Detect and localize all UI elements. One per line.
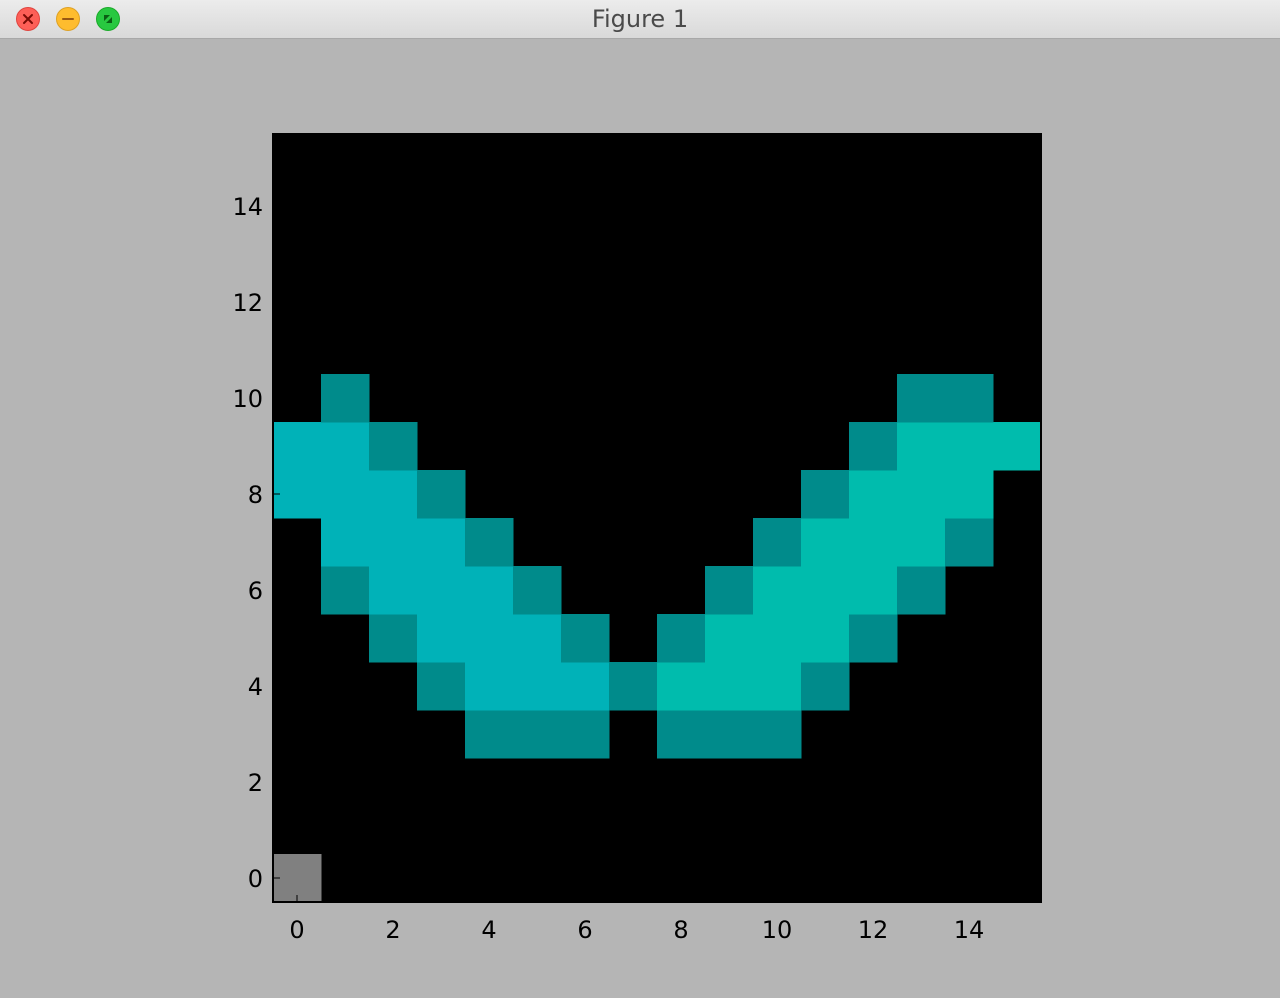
x-tick-label: 8 (673, 916, 688, 944)
heatmap-cell (945, 518, 994, 567)
heatmap-cell (897, 566, 946, 615)
y-tick-label: 12 (232, 289, 263, 317)
heatmap-cell (417, 614, 466, 663)
heatmap-cell (897, 470, 946, 519)
heatmap-cell (657, 662, 706, 711)
heatmap-cell (609, 662, 658, 711)
heatmap-cell (801, 614, 850, 663)
heatmap-cell (321, 470, 370, 519)
y-tick-label: 4 (248, 673, 263, 701)
close-icon (23, 14, 33, 24)
maximize-button[interactable] (96, 7, 120, 31)
heatmap-cell (849, 518, 898, 567)
heatmap-cell (513, 614, 562, 663)
heatmap-cell (513, 662, 562, 711)
heatmap-cell (705, 662, 754, 711)
y-tick-label: 14 (232, 193, 263, 221)
heatmap-cell (465, 662, 514, 711)
minimize-button[interactable] (56, 7, 80, 31)
heatmap-cell (897, 374, 946, 423)
heatmap-cell (705, 566, 754, 615)
heatmap-cell (753, 710, 802, 759)
heatmap-cell (753, 518, 802, 567)
heatmap-cell (705, 614, 754, 663)
heatmap-cell (273, 470, 322, 519)
heatmap-cell (417, 662, 466, 711)
heatmap-cell (465, 518, 514, 567)
heatmap-cell (945, 374, 994, 423)
y-tick-label: 0 (248, 865, 263, 893)
y-tick-label: 6 (248, 577, 263, 605)
y-tick-label: 2 (248, 769, 263, 797)
heatmap-cell (465, 614, 514, 663)
minimize-icon (62, 18, 74, 20)
heatmap-cell (369, 518, 418, 567)
heatmap-cell (561, 662, 610, 711)
heatmap-cell (465, 566, 514, 615)
heatmap-cell (561, 614, 610, 663)
x-tick-label: 4 (481, 916, 496, 944)
heatmap-cell (753, 614, 802, 663)
heatmap-cell (945, 470, 994, 519)
heatmap-cell (801, 470, 850, 519)
heatmap-cell (513, 566, 562, 615)
heatmap-cell (657, 710, 706, 759)
heatmap-cell (753, 566, 802, 615)
heatmap-cell (897, 422, 946, 471)
x-tick-label: 6 (577, 916, 592, 944)
heatmap-cell (417, 518, 466, 567)
window-title: Figure 1 (591, 5, 689, 33)
heatmap-cell (513, 710, 562, 759)
figure-canvas: 0 2 4 6 8 10 12 14 0 2 4 6 8 10 12 14 (0, 39, 1280, 998)
heatmap-cell (849, 470, 898, 519)
heatmap-cell (705, 710, 754, 759)
heatmap-cell (945, 422, 994, 471)
heatmap-cell (849, 566, 898, 615)
x-tick-label: 2 (385, 916, 400, 944)
heatmap-cell (321, 518, 370, 567)
heatmap-cell (369, 566, 418, 615)
heatmap-cell (369, 470, 418, 519)
y-tick-label: 8 (248, 481, 263, 509)
heatmap-cell (849, 614, 898, 663)
x-tick-label: 0 (289, 916, 304, 944)
x-tick-label: 10 (762, 916, 793, 944)
heatmap-cell (273, 422, 322, 471)
heatmap-cell (369, 422, 418, 471)
heatmap-cell (753, 662, 802, 711)
heatmap-cell (369, 614, 418, 663)
fullscreen-icon (104, 15, 112, 23)
heatmap-cell (801, 518, 850, 567)
y-tick-label: 10 (232, 385, 263, 413)
window-titlebar[interactable]: Figure 1 (0, 0, 1280, 39)
heatmap-cell (465, 710, 514, 759)
heatmap-cell (897, 518, 946, 567)
heatmap-cell (321, 422, 370, 471)
x-tick-label: 12 (858, 916, 889, 944)
heatmap-cell (657, 614, 706, 663)
heatmap-cell (417, 470, 466, 519)
heatmap-cell (273, 854, 322, 903)
heatmap-cell (561, 710, 610, 759)
heatmap-cell (321, 374, 370, 423)
heatmap-cell (993, 422, 1042, 471)
heatmap-cell (849, 422, 898, 471)
heatmap-cell (321, 566, 370, 615)
x-tick-label: 14 (954, 916, 985, 944)
heatmap-cell (417, 566, 466, 615)
close-button[interactable] (16, 7, 40, 31)
heatmap-cell (801, 566, 850, 615)
heatmap-plot: 0 2 4 6 8 10 12 14 0 2 4 6 8 10 12 14 (232, 133, 1042, 944)
axes-frame (272, 133, 1042, 903)
heatmap-cell (801, 662, 850, 711)
